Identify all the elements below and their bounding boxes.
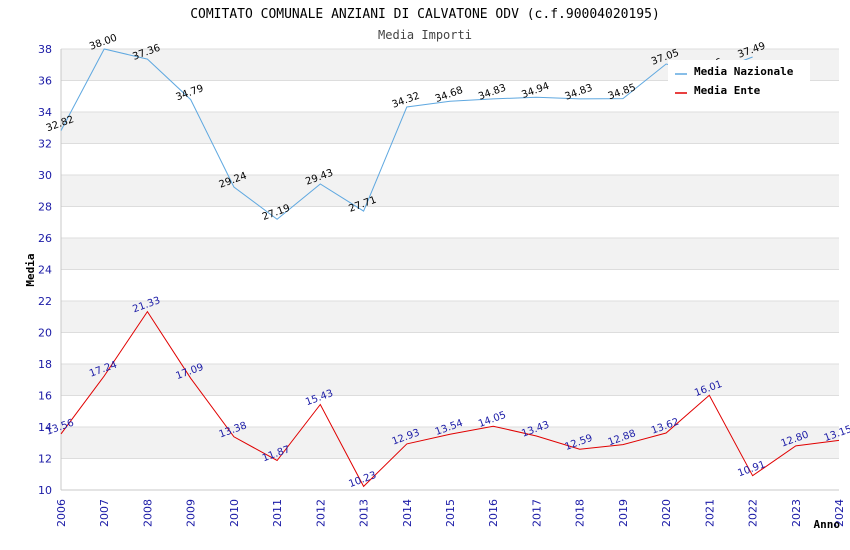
data-label: 34.83 xyxy=(477,83,508,103)
x-tick-label: 2016 xyxy=(487,499,500,527)
y-tick-label: 16 xyxy=(38,390,52,403)
legend-label-media-ente: Media Ente xyxy=(694,84,761,97)
x-tick-label: 2024 xyxy=(833,499,846,527)
x-tick-label: 2008 xyxy=(141,499,154,527)
x-tick-label: 2015 xyxy=(444,499,457,527)
x-tick-labels: 2006 2007 2008 2009 2010 2011 2012 2013 2014 2015… xyxy=(55,499,846,527)
data-label: 10.23 xyxy=(347,470,378,490)
plot-band xyxy=(61,364,839,396)
x-tick-label: 2011 xyxy=(271,499,284,527)
y-tick-label: 32 xyxy=(38,138,52,151)
data-label: 10.91 xyxy=(736,459,767,479)
plot-band xyxy=(61,175,839,207)
x-tick-label: 2007 xyxy=(98,499,111,527)
legend-label-media-nazionale: Media Nazionale xyxy=(694,65,794,78)
y-tick-labels: 10 12 14 16 18 20 22 24 26 28 30 32 34 36 38 xyxy=(38,43,52,497)
series-line-0 xyxy=(60,48,753,220)
chart-subtitle: Media Importi xyxy=(378,28,472,42)
x-tick-label: 2018 xyxy=(574,499,587,527)
plot-bands xyxy=(61,49,839,459)
plot-band xyxy=(61,112,839,144)
y-tick-label: 18 xyxy=(38,358,52,371)
legend-box xyxy=(668,60,810,102)
x-tick-label: 2006 xyxy=(55,499,68,527)
y-tick-label: 22 xyxy=(38,295,52,308)
y-tick-label: 26 xyxy=(38,232,52,245)
y-tick-label: 30 xyxy=(38,169,52,182)
x-tick-label: 2021 xyxy=(703,499,716,527)
series-line-1 xyxy=(60,310,840,488)
x-tick-label: 2014 xyxy=(401,499,414,527)
x-tick-label: 2009 xyxy=(185,499,198,527)
data-label: 34.85 xyxy=(607,82,638,102)
y-tick-label: 28 xyxy=(38,201,52,214)
plot-band xyxy=(61,238,839,270)
y-tick-label: 14 xyxy=(38,421,52,434)
x-tick-label: 2023 xyxy=(790,499,803,527)
y-tick-label: 38 xyxy=(38,43,52,56)
axes xyxy=(60,49,839,491)
data-label: 34.32 xyxy=(391,91,422,111)
series-lines xyxy=(60,48,840,488)
data-label: 34.83 xyxy=(563,83,594,103)
chart-title: COMITATO COMUNALE ANZIANI DI CALVATONE O… xyxy=(190,7,660,22)
x-tick-label: 2012 xyxy=(314,499,327,527)
x-tick-label: 2019 xyxy=(617,499,630,527)
plot-band xyxy=(61,427,839,459)
y-tick-label: 12 xyxy=(38,453,52,466)
y-tick-label: 10 xyxy=(38,484,52,497)
x-tick-label: 2010 xyxy=(228,499,241,527)
data-label: 34.68 xyxy=(434,85,465,105)
x-tick-label: 2017 xyxy=(530,499,543,527)
y-tick-label: 36 xyxy=(38,75,52,88)
y-axis-label: Media xyxy=(24,253,37,286)
x-tick-label: 2020 xyxy=(660,499,673,527)
y-tick-label: 24 xyxy=(38,264,52,277)
data-label: 34.79 xyxy=(174,83,205,103)
plot-band xyxy=(61,301,839,333)
y-tick-label: 34 xyxy=(38,106,52,119)
x-tick-label: 2013 xyxy=(358,499,371,527)
legend: Media Nazionale Media Ente xyxy=(668,60,810,102)
y-tick-label: 20 xyxy=(38,327,52,340)
x-axis-label: Anno xyxy=(814,518,841,531)
x-tick-label: 2022 xyxy=(747,499,760,527)
